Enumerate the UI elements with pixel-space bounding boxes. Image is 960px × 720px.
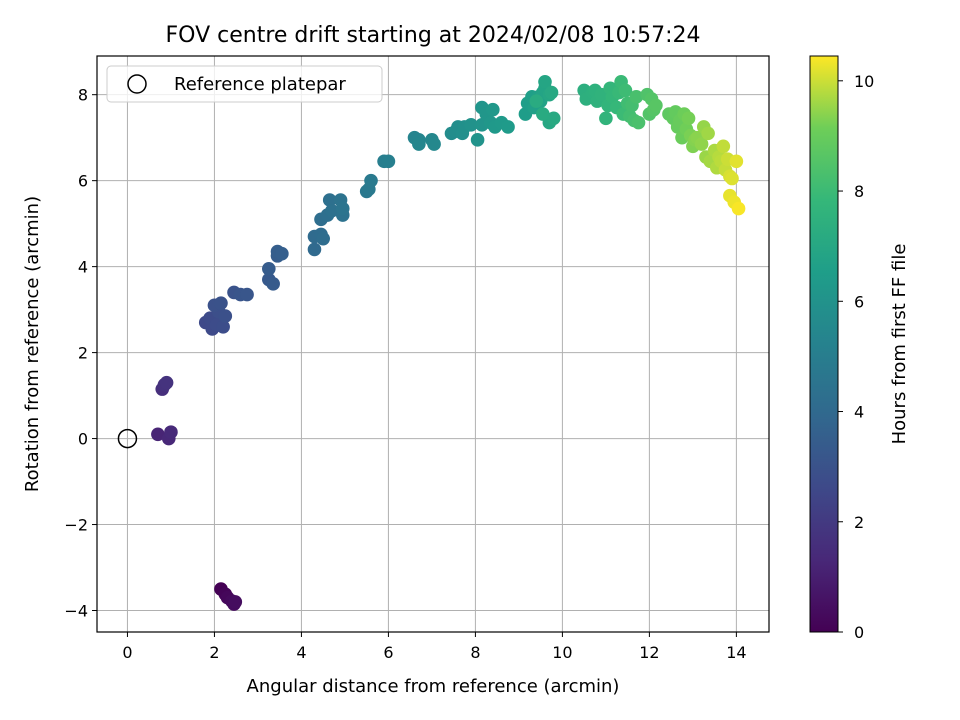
colorbar: 0 2 4 6 8 10 Hours from first FF file — [809, 55, 910, 642]
data-point — [266, 277, 280, 291]
x-tick-label: 8 — [470, 643, 480, 662]
data-point — [275, 246, 289, 261]
data-point — [316, 231, 330, 246]
colorbar-tick-label: 8 — [854, 182, 864, 201]
data-point — [716, 139, 731, 154]
data-point — [159, 375, 174, 390]
x-tick-label: 6 — [383, 643, 393, 662]
data-point — [546, 111, 561, 126]
x-tick-label: 4 — [296, 643, 306, 662]
data-point — [631, 115, 646, 130]
colorbar-tick-label: 10 — [854, 72, 874, 91]
data-point — [618, 83, 633, 98]
y-axis-label: Rotation from reference (arcmin) — [22, 196, 43, 492]
y-tick-label: −4 — [64, 602, 88, 621]
data-point — [464, 117, 478, 132]
legend-label: Reference platepar — [174, 74, 346, 95]
data-point — [216, 320, 230, 334]
data-point — [529, 94, 544, 108]
y-tick-label: 6 — [78, 172, 88, 191]
data-point — [335, 201, 350, 216]
data-point — [412, 137, 426, 151]
colorbar-ticks: 0 2 4 6 8 10 — [838, 72, 874, 642]
data-point — [501, 120, 515, 134]
data-point — [164, 425, 178, 439]
data-point — [381, 154, 396, 169]
y-tick-label: 8 — [78, 86, 88, 105]
y-tick-label: −2 — [64, 516, 88, 535]
data-point — [544, 85, 559, 100]
y-tick-label: 0 — [78, 430, 88, 449]
y-tick-label: 2 — [78, 344, 88, 363]
data-point — [325, 203, 339, 218]
data-point — [262, 261, 276, 276]
scatter-points — [151, 74, 746, 611]
data-point — [536, 107, 550, 121]
data-point — [725, 171, 739, 186]
data-point — [538, 74, 552, 89]
data-point — [218, 309, 233, 323]
colorbar-tick-label: 0 — [854, 623, 864, 642]
data-point — [364, 173, 378, 188]
data-point — [307, 242, 322, 257]
reference-marker-layer — [117, 428, 138, 449]
data-point — [599, 111, 613, 126]
legend-box — [106, 65, 383, 103]
data-point — [228, 595, 243, 609]
plot-frame — [96, 55, 770, 633]
data-point — [151, 427, 165, 442]
data-point — [240, 287, 254, 302]
x-tick-label: 0 — [122, 643, 132, 662]
chart-title: FOV centre drift starting at 2024/02/08 … — [166, 23, 701, 48]
x-tick-label: 10 — [552, 643, 572, 662]
data-point — [322, 193, 337, 207]
x-tick-label: 12 — [639, 643, 659, 662]
data-point — [486, 102, 500, 117]
legend-open-circle-marker — [127, 74, 147, 94]
legend: Reference platepar — [106, 65, 383, 103]
data-point — [729, 154, 744, 169]
data-point — [629, 90, 644, 104]
data-point — [470, 133, 485, 147]
data-point — [427, 137, 441, 151]
x-tick-label: 14 — [726, 643, 746, 662]
x-axis-ticks: 0 2 4 6 8 10 12 14 — [122, 632, 747, 662]
data-point — [731, 201, 746, 216]
data-point — [701, 126, 715, 141]
x-axis-label: Angular distance from reference (arcmin) — [247, 676, 620, 697]
reference-marker — [117, 428, 138, 449]
data-point — [649, 98, 663, 113]
colorbar-gradient — [809, 55, 839, 633]
x-tick-label: 2 — [209, 643, 219, 662]
grid — [97, 56, 769, 632]
y-tick-label: 4 — [78, 258, 88, 277]
data-point — [214, 296, 228, 310]
data-point — [694, 137, 709, 151]
colorbar-label: Hours from first FF file — [889, 244, 910, 445]
colorbar-tick-label: 6 — [854, 292, 864, 311]
y-axis-ticks: −4 −2 0 2 4 6 8 — [64, 86, 97, 621]
data-point — [681, 111, 696, 126]
colorbar-tick-label: 2 — [854, 513, 864, 532]
colorbar-tick-label: 4 — [854, 403, 864, 422]
